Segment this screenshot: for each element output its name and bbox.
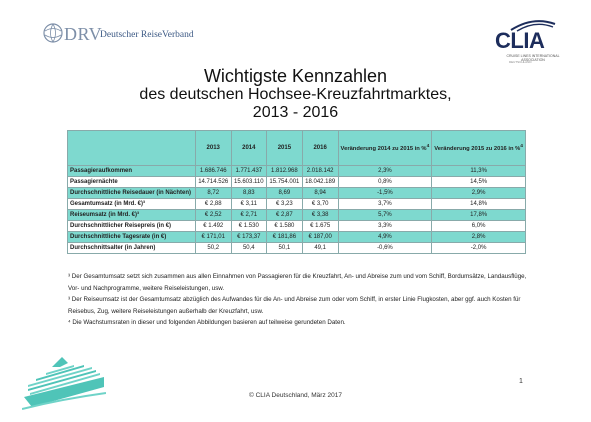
clia-association: CRUISE LINES INTERNATIONAL ASSOCIATION (506, 54, 560, 62)
value-cell: 49,1 (301, 242, 339, 254)
value-cell: € 3,11 (230, 198, 267, 210)
footnotes: ³ Der Gesamtumsatz setzt sich zusammen a… (68, 271, 538, 329)
globe-icon (43, 23, 63, 43)
header-footnote: 4 (520, 144, 523, 150)
value-cell: 1.686.746 (194, 165, 232, 177)
value-cell: € 173,37 (230, 231, 267, 243)
value-cell: 50,4 (230, 242, 267, 254)
title-line-1: Wichtigste Kennzahlen (203, 66, 388, 86)
row-label-cell: Durchschnittliche Reisedauer (in Nächten… (67, 187, 196, 199)
value-cell: 3,7% (337, 198, 433, 210)
clia-country: DEUTSCHLAND (509, 60, 532, 64)
value-cell: 17,8% (431, 209, 526, 221)
value-cell: € 2,71 (230, 209, 267, 221)
value-cell: € 1.675 (301, 220, 339, 232)
value-cell: -0,6% (337, 242, 433, 254)
value-cell: 11,3% (431, 165, 526, 177)
value-cell: 15.603.110 (230, 176, 267, 188)
value-cell: 6,0% (431, 220, 526, 232)
row-label-cell: Gesamtumsatz (in Mrd. €)³ (67, 198, 196, 210)
header-cell: 2013 (194, 130, 232, 166)
drv-letters: DRV (64, 24, 103, 44)
header-text: Veränderung 2015 zu 2016 in % (434, 145, 521, 152)
clia-wordmark: CLIA (495, 28, 545, 53)
header-cell: Veränderung 2014 zu 2015 in %4 (337, 130, 433, 166)
row-label-cell: Passagiernächte (67, 176, 196, 188)
row-label-cell: Durchschnittliche Tagesrate (in €) (67, 231, 196, 243)
value-cell: 15.754.001 (265, 176, 303, 188)
value-cell: 4,9% (337, 231, 433, 243)
value-cell: 5,7% (337, 209, 433, 221)
header-cell: Veränderung 2015 zu 2016 in %4 (431, 130, 526, 166)
drv-logo: DRV Deutscher ReiseVerband (42, 22, 194, 48)
table-row: Durchschnittliche Reisedauer (in Nächten… (67, 187, 526, 199)
header-cell: 2016 (301, 130, 339, 166)
value-cell: 18.042.189 (301, 176, 339, 188)
value-cell: -2,0% (431, 242, 526, 254)
header-cell (67, 130, 196, 166)
title-line-3: 2013 - 2016 (252, 104, 339, 121)
row-label-cell: Passagieraufkommen (67, 165, 196, 177)
footnote: ³ Der Reiseumsatz ist der Gesamtumsatz a… (68, 296, 521, 315)
value-cell: 8,69 (265, 187, 303, 199)
table-row: Reiseumsatz (in Mrd. €)³ € 2,52 € 2,71 € 2,… (67, 209, 526, 221)
ship-bow-icon (510, 20, 556, 32)
value-cell: 8,72 (194, 187, 232, 199)
header-cell: 2014 (230, 130, 267, 166)
value-cell: 2,9% (431, 187, 526, 199)
value-cell: 14.714.526 (194, 176, 232, 188)
title-line-2: des deutschen Hochsee-Kreuzfahrtmarktes, (139, 86, 452, 103)
value-cell: € 2,87 (265, 209, 303, 221)
value-cell: 14,8% (431, 198, 526, 210)
value-cell: 14,5% (431, 176, 526, 188)
value-cell: € 187,00 (301, 231, 339, 243)
value-cell: 50,1 (265, 242, 303, 254)
clia-logo: CLIA CRUISE LINES INTERNATIONAL ASSOCIAT… (495, 18, 565, 64)
value-cell: 3,3% (337, 220, 433, 232)
table-row: Passagiernächte 14.714.526 15.603.110 15.75… (67, 176, 526, 188)
value-cell: € 3,23 (265, 198, 303, 210)
page-number: 1 (519, 378, 523, 385)
value-cell: € 2,52 (194, 209, 232, 221)
value-cell: € 2,88 (194, 198, 232, 210)
value-cell: 50,2 (194, 242, 232, 254)
value-cell: 2,8% (431, 231, 526, 243)
value-cell: € 1.492 (194, 220, 232, 232)
value-cell: € 171,01 (194, 231, 232, 243)
value-cell: € 3,38 (301, 209, 339, 221)
value-cell: -1,5% (337, 187, 433, 199)
value-cell: 8,83 (230, 187, 267, 199)
table-row: Passagieraufkommen 1.686.746 1.771.437 1.81… (67, 165, 526, 177)
row-label-cell: Durchschnittsalter (in Jahren) (67, 242, 196, 254)
table-row: Durchschnittsalter (in Jahren) 50,2 50,4 50… (67, 242, 526, 254)
table-row: Gesamtumsatz (in Mrd. €)³ € 2,88 € 3,11 € 3… (67, 198, 526, 210)
value-cell: 1.812.968 (265, 165, 303, 177)
header-cell: 2015 (265, 130, 303, 166)
footer-copyright: © CLIA Deutschland, März 2017 (249, 392, 342, 399)
value-cell: € 181,86 (265, 231, 303, 243)
header-text: Veränderung 2014 zu 2015 in % (340, 145, 427, 152)
footnote: ³ Der Gesamtumsatz setzt sich zusammen a… (68, 273, 527, 292)
footnote: ⁴ Die Wachstumsraten in dieser und folge… (68, 319, 346, 327)
value-cell: € 3,70 (301, 198, 339, 210)
table-row: Durchschnittlicher Reisepreis (in €) € 1.… (67, 220, 526, 232)
value-cell: € 1.530 (230, 220, 267, 232)
kennzahlen-table: 2013 2014 2015 2016 Veränderung 2014 zu … (67, 130, 526, 254)
value-cell: 0,8% (337, 176, 433, 188)
row-label-cell: Reiseumsatz (in Mrd. €)³ (67, 209, 196, 221)
cruise-ship-icon (22, 357, 106, 410)
value-cell: 2,3% (337, 165, 433, 177)
drv-name: Deutscher ReiseVerband (100, 30, 194, 40)
header-footnote: 4 (426, 144, 430, 150)
value-cell: 1.771.437 (230, 165, 267, 177)
row-label-cell: Durchschnittlicher Reisepreis (in €) (67, 220, 196, 232)
table-row: Durchschnittliche Tagesrate (in €) € 171,… (67, 231, 526, 243)
value-cell: 8,94 (301, 187, 339, 199)
value-cell: € 1.580 (265, 220, 303, 232)
table-header-row: 2013 2014 2015 2016 Veränderung 2014 zu … (67, 130, 526, 166)
value-cell: 2.018.142 (301, 165, 339, 177)
